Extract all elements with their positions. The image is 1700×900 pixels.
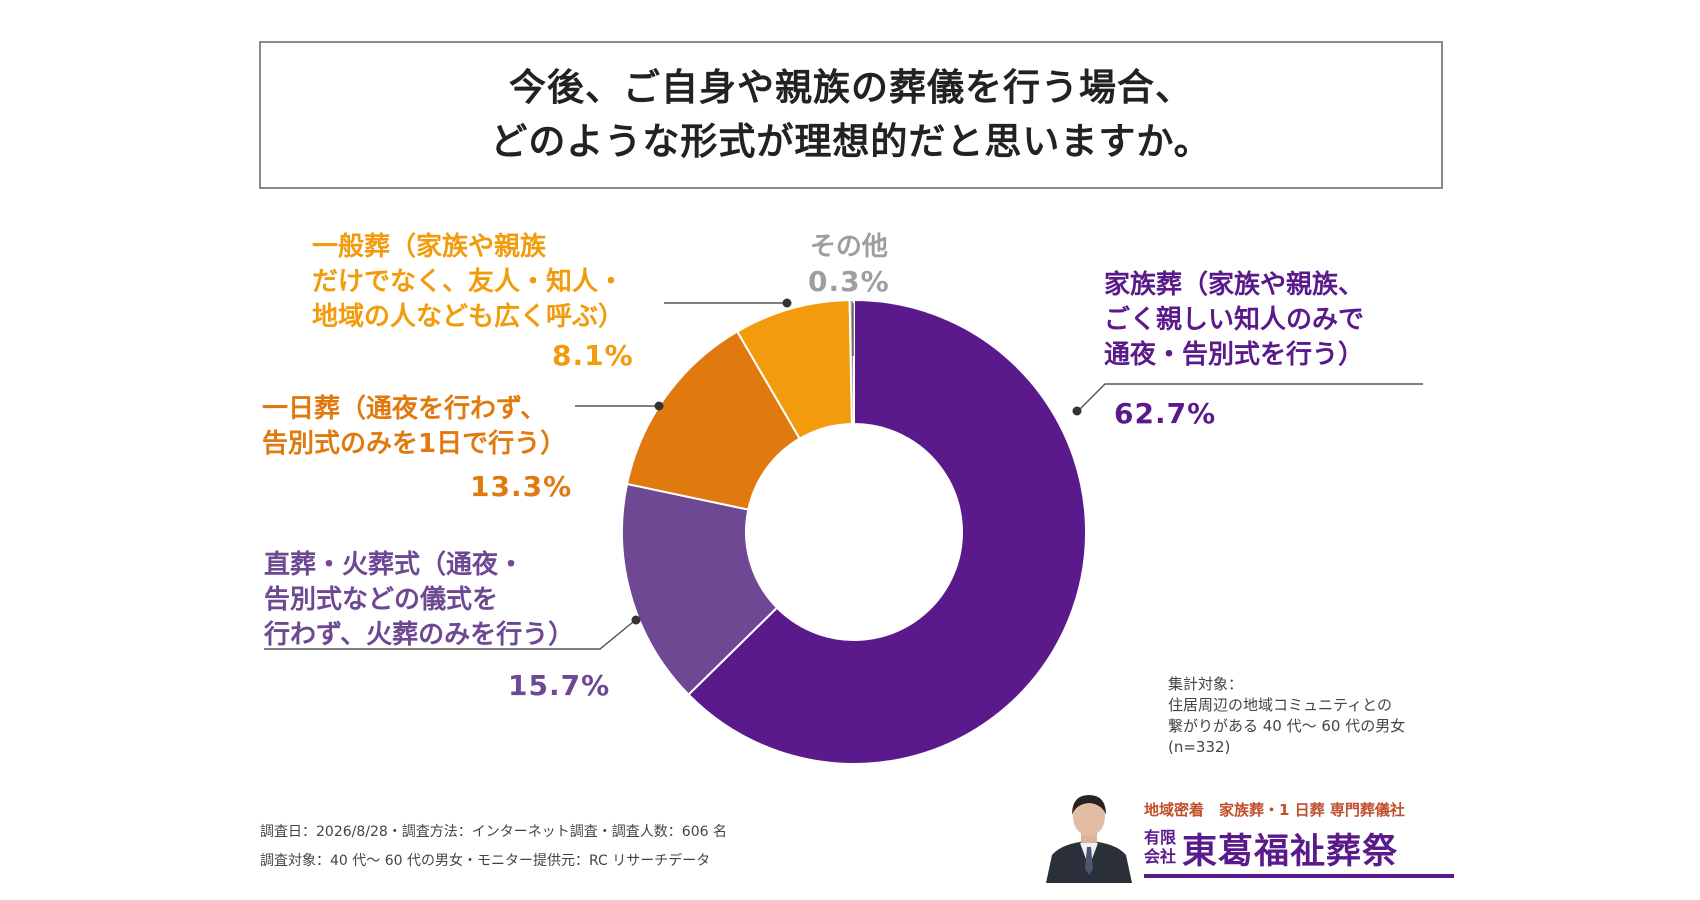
label-direct: 直葬・火葬式（通夜・ 告別式などの儀式を 行わず、火葬のみを行う） 15.7% bbox=[264, 548, 610, 705]
label-general-line-3: 地域の人なども広く呼ぶ） bbox=[312, 302, 625, 332]
brand-company-type: 有限会社 bbox=[1144, 828, 1177, 866]
label-oneday-percent: 13.3% bbox=[470, 470, 573, 503]
label-other-percent: 0.3% bbox=[808, 265, 890, 298]
label-oneday-line-2: 告別式のみを1日で行う） bbox=[262, 429, 567, 459]
survey-info-line-1: 調査日：2026/8/28・調査方法：インターネット調査・調査人数：606 名 bbox=[260, 824, 727, 840]
label-other: その他 0.3% bbox=[808, 230, 890, 301]
sample-note-line-4: (n=332) bbox=[1168, 738, 1231, 756]
label-family-percent: 62.7% bbox=[1114, 397, 1217, 430]
chart-title-box: 今後、ご自身や親族の葬儀を行う場合、 どのような形式が理想的だと思いますか。 bbox=[259, 41, 1443, 189]
leader-line-direct bbox=[264, 621, 634, 650]
survey-info-line-2: 調査対象：40 代～ 60 代の男女・モニター提供元：RC リサーチデータ bbox=[260, 853, 711, 869]
sample-note-line-3: 繋がりがある 40 代～ 60 代の男女 bbox=[1168, 717, 1406, 735]
leader-dot-family bbox=[1072, 406, 1082, 416]
label-general: 一般葬（家族や親族 だけでなく、友人・知人・ 地域の人なども広く呼ぶ） 8.1% bbox=[312, 230, 634, 375]
sample-note: 集計対象： 住居周辺の地域コミュニティとの 繋がりがある 40 代～ 60 代の… bbox=[1168, 674, 1405, 758]
label-oneday: 一日葬（通夜を行わず、 告別式のみを1日で行う） 13.3% bbox=[262, 392, 572, 506]
leader-dot-general bbox=[782, 298, 792, 308]
chart-title-line-2: どのような形式が理想的だと思いますか。 bbox=[490, 120, 1212, 163]
label-family-line-1: 家族葬（家族や親族、 bbox=[1104, 270, 1365, 300]
label-general-percent: 8.1% bbox=[552, 339, 634, 372]
chart-title-line-1: 今後、ご自身や親族の葬儀を行う場合、 bbox=[509, 66, 1193, 109]
leader-line-family bbox=[1079, 383, 1423, 410]
label-other-line-1: その他 bbox=[809, 232, 888, 262]
label-direct-line-3: 行わず、火葬のみを行う） bbox=[264, 620, 575, 650]
brand-company-name: 東葛福祉葬祭 bbox=[1182, 832, 1399, 872]
label-family-line-2: ごく親しい知人のみで bbox=[1104, 305, 1365, 335]
label-oneday-line-1: 一日葬（通夜を行わず、 bbox=[262, 394, 547, 424]
label-general-line-1: 一般葬（家族や親族 bbox=[312, 232, 547, 262]
donut-slice-direct bbox=[621, 482, 779, 697]
label-direct-percent: 15.7% bbox=[508, 669, 611, 702]
leader-dots bbox=[631, 298, 1082, 625]
label-general-line-2: だけでなく、友人・知人・ bbox=[312, 267, 625, 297]
label-direct-line-1: 直葬・火葬式（通夜・ bbox=[264, 550, 525, 580]
leader-dot-oneday bbox=[654, 401, 664, 411]
person-avatar bbox=[1042, 785, 1136, 883]
sample-note-line-2: 住居周辺の地域コミュニティとの bbox=[1168, 696, 1392, 714]
label-family: 家族葬（家族や親族、 ごく親しい知人のみで 通夜・告別式を行う） 62.7% bbox=[1104, 268, 1364, 433]
label-family-line-3: 通夜・告別式を行う） bbox=[1104, 340, 1365, 370]
label-direct-line-2: 告別式などの儀式を bbox=[264, 585, 499, 615]
donut-slice-family bbox=[687, 298, 1087, 765]
sample-note-line-1: 集計対象： bbox=[1168, 675, 1244, 693]
brand-underline bbox=[1144, 874, 1454, 878]
leader-dot-direct bbox=[631, 615, 641, 625]
brand-logo: 地域密着 家族葬・1 日葬 専門葬儀社 有限会社 東葛福祉葬祭 bbox=[1042, 785, 1454, 883]
brand-tagline: 地域密着 家族葬・1 日葬 専門葬儀社 bbox=[1144, 801, 1405, 819]
leader-lines bbox=[264, 302, 1423, 650]
donut-slices bbox=[621, 298, 1087, 765]
donut-slice-oneday bbox=[625, 330, 802, 511]
